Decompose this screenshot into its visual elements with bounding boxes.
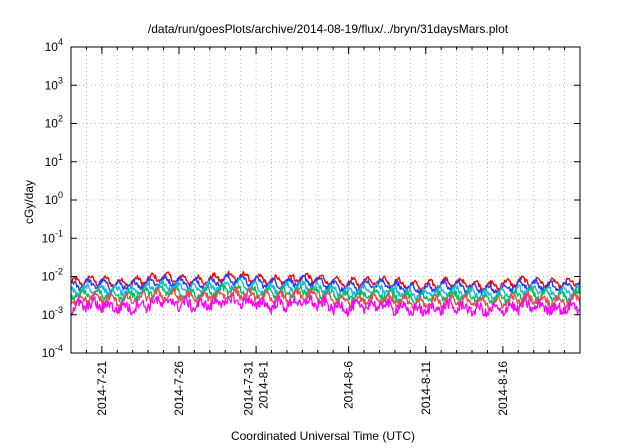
x-axis-label: Coordinated Universal Time (UTC) — [231, 429, 415, 443]
x-tick-label: 2014-7-21 — [95, 361, 109, 416]
y-tick-label: 10-1 — [42, 228, 63, 245]
data-series — [70, 270, 581, 318]
x-tick-label: 2014-7-26 — [172, 361, 186, 416]
x-tick-label: 2014-7-31 — [242, 361, 256, 416]
y-tick-label: 103 — [45, 75, 63, 92]
x-ticks: 2014-7-21 2014-7-26 2014-7-31 2014-8-1 2014-… — [85, 47, 566, 416]
y-tick-label: 10-3 — [42, 305, 63, 322]
series-line — [70, 293, 581, 318]
x-tick-label: 2014-8-1 — [257, 361, 271, 409]
y-tick-label: 100 — [45, 190, 63, 207]
series-line — [70, 270, 581, 292]
x-tick-label: 2014-8-16 — [496, 361, 510, 416]
chart-title: /data/run/goesPlots/archive/2014-08-19/f… — [148, 22, 509, 36]
series-line — [70, 273, 581, 296]
y-axis-label: cGy/day — [22, 180, 36, 224]
y-tick-label: 104 — [45, 37, 63, 54]
x-tick-label: 2014-8-6 — [342, 361, 356, 409]
y-tick-label: 10-4 — [42, 343, 63, 360]
y-tick-label: 101 — [45, 152, 63, 169]
plot-frame — [70, 46, 581, 354]
x-tick-label: 2014-8-11 — [419, 361, 433, 415]
y-tick-label: 102 — [45, 114, 63, 131]
grid-lines — [71, 47, 580, 353]
y-tick-label: 10-2 — [42, 267, 63, 284]
